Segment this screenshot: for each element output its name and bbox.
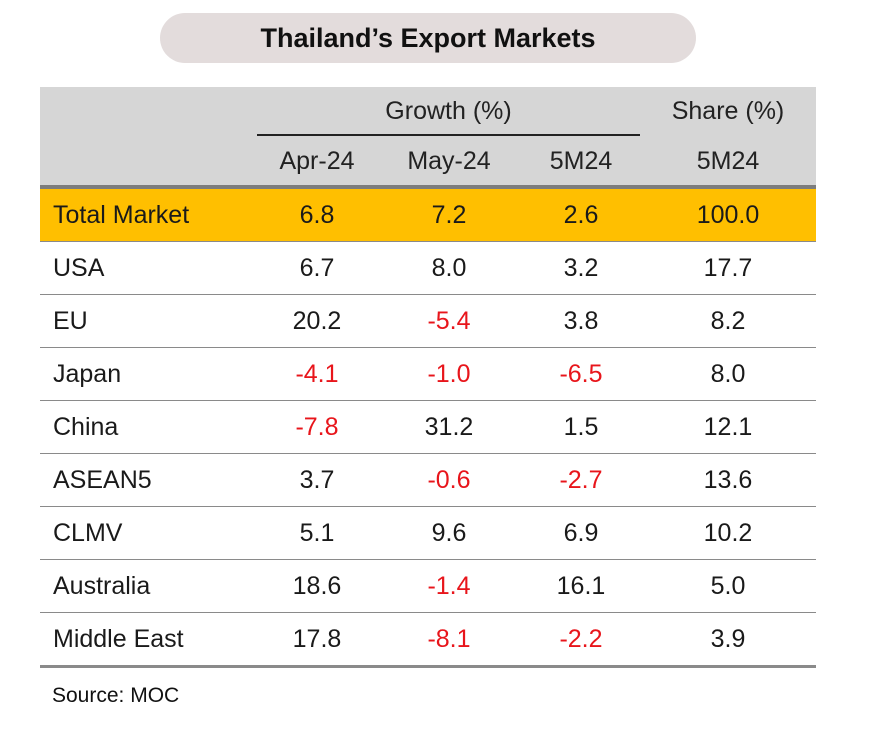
row-label: CLMV [53, 518, 123, 547]
row-label: ASEAN5 [53, 465, 152, 494]
table-body: Total Market 6.8 7.2 2.6 100.0 USA 6.7 8.0 3.2 17… [40, 189, 816, 668]
cell-5m24-growth: 3.2 [563, 253, 599, 282]
table-row: Japan -4.1 -1.0 -6.5 8.0 [40, 348, 816, 401]
header-col-apr24: Apr-24 [279, 147, 355, 175]
cell-apr24: 18.6 [292, 571, 342, 600]
row-label: Total Market [53, 200, 190, 229]
header-group-underline [257, 134, 640, 136]
cell-5m24-growth: 6.9 [563, 518, 599, 547]
cell-may24: 31.2 [424, 412, 474, 441]
cell-apr24: 3.7 [299, 465, 335, 494]
cell-may24: -5.4 [427, 306, 471, 335]
table-header: Growth (%) Share (%) Apr-24 May-24 5M24 … [40, 87, 816, 189]
table-row: USA 6.7 8.0 3.2 17.7 [40, 242, 816, 295]
cell-5m24-share: 12.1 [703, 412, 753, 441]
cell-5m24-share: 8.0 [710, 359, 746, 388]
row-label: Middle East [53, 624, 184, 653]
cell-may24: 7.2 [431, 200, 467, 229]
cell-may24: -1.0 [427, 359, 471, 388]
cell-may24: -8.1 [427, 624, 471, 653]
cell-5m24-growth: -2.7 [559, 465, 603, 494]
cell-5m24-share: 5.0 [710, 571, 746, 600]
cell-5m24-share: 10.2 [703, 518, 753, 547]
header-col-may24: May-24 [407, 147, 491, 175]
cell-apr24: 17.8 [292, 624, 342, 653]
header-group-growth: Growth (%) [385, 97, 512, 125]
cell-5m24-growth: 1.5 [563, 412, 599, 441]
table-row-total: Total Market 6.8 7.2 2.6 100.0 [40, 189, 816, 242]
export-markets-table: Growth (%) Share (%) Apr-24 May-24 5M24 … [40, 87, 816, 668]
cell-apr24: 5.1 [299, 518, 335, 547]
table-row: Middle East 17.8 -8.1 -2.2 3.9 [40, 613, 816, 668]
cell-5m24-share: 3.9 [710, 624, 746, 653]
cell-apr24: 6.8 [299, 200, 335, 229]
cell-may24: -1.4 [427, 571, 471, 600]
cell-5m24-share: 17.7 [703, 253, 753, 282]
header-col-5m24-growth: 5M24 [549, 147, 613, 175]
cell-5m24-growth: 16.1 [556, 571, 606, 600]
row-label: USA [53, 253, 105, 282]
cell-apr24: 6.7 [299, 253, 335, 282]
row-label: Australia [53, 571, 151, 600]
cell-5m24-share: 100.0 [696, 200, 760, 229]
cell-may24: 8.0 [431, 253, 467, 282]
table-row: EU 20.2 -5.4 3.8 8.2 [40, 295, 816, 348]
cell-5m24-share: 13.6 [703, 465, 753, 494]
cell-5m24-growth: -2.2 [559, 624, 603, 653]
cell-apr24: 20.2 [292, 306, 342, 335]
cell-apr24: -4.1 [295, 359, 339, 388]
table-row: China -7.8 31.2 1.5 12.1 [40, 401, 816, 454]
table-title-text: Thailand’s Export Markets [260, 22, 596, 53]
row-label: China [53, 412, 119, 441]
header-group-share: Share (%) [671, 97, 785, 125]
cell-may24: -0.6 [427, 465, 471, 494]
cell-5m24-share: 8.2 [710, 306, 746, 335]
table-row: Australia 18.6 -1.4 16.1 5.0 [40, 560, 816, 613]
row-label: EU [53, 306, 88, 335]
cell-5m24-growth: 2.6 [563, 200, 599, 229]
table-row: CLMV 5.1 9.6 6.9 10.2 [40, 507, 816, 560]
header-col-5m24-share: 5M24 [696, 147, 760, 175]
cell-5m24-growth: 3.8 [563, 306, 599, 335]
table-row: ASEAN5 3.7 -0.6 -2.7 13.6 [40, 454, 816, 507]
row-label: Japan [53, 359, 122, 388]
cell-apr24: -7.8 [295, 412, 339, 441]
cell-5m24-growth: -6.5 [559, 359, 603, 388]
table-title: Thailand’s Export Markets [160, 13, 696, 63]
cell-may24: 9.6 [431, 518, 467, 547]
source-note: Source: MOC [52, 684, 180, 707]
